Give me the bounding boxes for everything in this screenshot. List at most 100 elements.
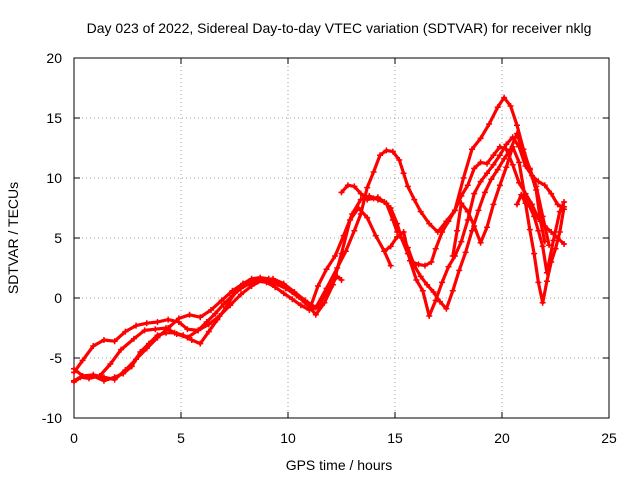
data-point bbox=[100, 337, 107, 343]
x-tick-label: 20 bbox=[494, 430, 510, 446]
data-point bbox=[154, 319, 161, 325]
data-point bbox=[539, 213, 546, 220]
data-point bbox=[231, 290, 238, 297]
data-point bbox=[456, 267, 463, 274]
data-point bbox=[449, 287, 456, 294]
series-track-4 bbox=[72, 274, 344, 384]
data-point bbox=[79, 373, 86, 379]
data-point bbox=[327, 283, 334, 289]
data-point bbox=[404, 183, 411, 190]
points-track-9 bbox=[513, 191, 568, 306]
data-point bbox=[490, 152, 497, 159]
data-point bbox=[552, 245, 559, 252]
data-point bbox=[143, 320, 150, 327]
data-point bbox=[364, 196, 371, 203]
data-point bbox=[357, 190, 364, 197]
data-point bbox=[207, 307, 214, 313]
data-point bbox=[222, 304, 229, 311]
data-point bbox=[548, 259, 555, 265]
data-point bbox=[118, 346, 125, 353]
data-point bbox=[490, 161, 497, 168]
y-axis-label: SDTVAR / TECUs bbox=[5, 182, 21, 294]
data-point bbox=[205, 321, 212, 328]
data-point bbox=[400, 170, 407, 177]
axis-ticks: 0 5 10 15 20 25 -10 -5 0 5 10 15 20 bbox=[42, 50, 617, 446]
x-tick-label: 10 bbox=[280, 430, 296, 446]
data-point bbox=[394, 233, 401, 240]
data-layer bbox=[71, 94, 568, 385]
data-point bbox=[543, 278, 550, 285]
data-point bbox=[302, 299, 309, 306]
data-point bbox=[535, 178, 542, 185]
data-point bbox=[71, 365, 77, 372]
data-point bbox=[443, 305, 450, 312]
data-point bbox=[289, 289, 296, 295]
data-point bbox=[496, 152, 503, 159]
data-point bbox=[548, 229, 555, 235]
data-point bbox=[458, 200, 465, 207]
data-point bbox=[377, 152, 384, 159]
data-point bbox=[90, 373, 97, 379]
data-point bbox=[501, 155, 508, 162]
data-point bbox=[381, 248, 388, 255]
data-point bbox=[526, 226, 533, 233]
x-axis-label: GPS time / hours bbox=[286, 457, 393, 473]
data-point bbox=[477, 135, 484, 142]
data-point bbox=[531, 250, 538, 257]
data-point bbox=[154, 332, 161, 339]
data-point bbox=[355, 205, 362, 211]
data-point bbox=[111, 338, 118, 345]
y-tick-label: 20 bbox=[46, 50, 62, 66]
data-point bbox=[370, 195, 377, 202]
data-point bbox=[133, 322, 140, 329]
y-tick-label: -5 bbox=[50, 350, 63, 366]
data-point bbox=[141, 327, 148, 334]
data-point bbox=[342, 248, 349, 255]
data-point bbox=[248, 275, 255, 282]
data-point bbox=[381, 199, 388, 205]
data-point bbox=[107, 361, 114, 367]
data-point bbox=[387, 205, 394, 211]
data-point bbox=[496, 143, 503, 150]
y-tick-label: 10 bbox=[46, 170, 62, 186]
data-point bbox=[464, 208, 471, 215]
data-point bbox=[265, 275, 272, 282]
data-point bbox=[445, 218, 452, 225]
data-point bbox=[439, 229, 446, 235]
data-point bbox=[314, 283, 321, 289]
data-point bbox=[323, 266, 330, 273]
data-point bbox=[195, 327, 202, 334]
data-point bbox=[347, 217, 354, 223]
data-point bbox=[394, 220, 401, 227]
data-point bbox=[539, 243, 546, 250]
data-point bbox=[554, 201, 561, 208]
data-point bbox=[186, 311, 193, 318]
data-point bbox=[184, 326, 191, 333]
data-point bbox=[458, 193, 465, 199]
data-point bbox=[464, 217, 471, 223]
data-point bbox=[445, 263, 452, 270]
data-point bbox=[404, 244, 411, 251]
data-point bbox=[561, 203, 568, 210]
data-point bbox=[372, 232, 379, 239]
x-tick-label: 0 bbox=[70, 430, 78, 446]
data-point bbox=[477, 239, 484, 246]
data-point bbox=[535, 227, 542, 234]
data-point bbox=[351, 183, 358, 190]
data-point bbox=[481, 189, 488, 196]
data-point bbox=[338, 250, 345, 257]
points-track-8 bbox=[449, 143, 568, 276]
data-point bbox=[454, 227, 461, 234]
data-point bbox=[248, 283, 255, 289]
data-point bbox=[424, 281, 431, 288]
data-point bbox=[471, 190, 478, 197]
data-point bbox=[469, 146, 476, 153]
data-point bbox=[400, 229, 407, 235]
data-point bbox=[274, 279, 281, 286]
data-point bbox=[471, 223, 478, 229]
chart-title: Day 023 of 2022, Sidereal Day-to-day VTE… bbox=[87, 20, 592, 36]
data-point bbox=[220, 301, 227, 307]
data-point bbox=[197, 340, 204, 347]
data-point bbox=[218, 297, 225, 304]
